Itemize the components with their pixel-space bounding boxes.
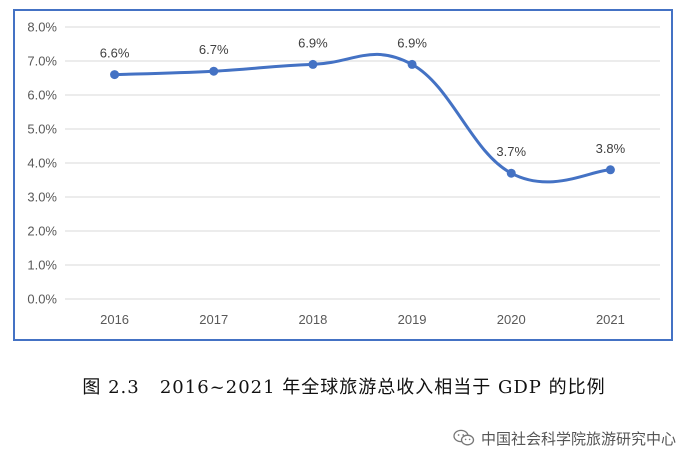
data-label: 6.6% [100,46,130,61]
data-point [110,70,120,80]
wechat-icon [453,429,475,446]
y-tick-label: 6.0% [27,88,57,103]
data-point [407,59,417,69]
data-points [110,59,615,178]
gridlines [65,26,660,300]
x-tick-label: 2019 [398,312,427,327]
data-label: 6.9% [397,35,427,50]
y-tick-label: 3.0% [27,190,57,205]
y-tick-label: 5.0% [27,122,57,137]
x-tick-label: 2020 [497,312,526,327]
watermark: 中国社会科学院旅游研究中心 [453,427,676,449]
data-label: 6.7% [199,42,229,57]
y-tick-label: 4.0% [27,156,57,171]
x-tick-label: 2021 [596,312,625,327]
data-label: 3.7% [496,144,526,159]
x-tick-label: 2017 [199,312,228,327]
data-point [209,66,219,76]
data-label: 3.8% [596,141,626,156]
data-point [308,59,318,69]
y-tick-label: 1.0% [27,258,57,273]
data-labels: 6.6% 6.7% 6.9% 6.9% 3.7% 3.8% [100,35,626,159]
y-tick-label: 7.0% [27,54,57,69]
x-axis-ticks: 2016 2017 2018 2019 2020 2021 [100,312,625,327]
data-label: 6.9% [298,35,328,50]
y-tick-label: 0.0% [27,292,57,307]
figure-caption: 图 2.3 2016~2021 年全球旅游总收入相当于 GDP 的比例 [82,377,606,398]
data-point [605,165,615,175]
x-tick-label: 2018 [298,312,327,327]
y-tick-label: 2.0% [27,224,57,239]
y-axis-ticks: 0.0% 1.0% 2.0% 3.0% 4.0% 5.0% 6.0% 7.0% 8.0% [27,20,57,307]
line-chart: 0.0% 1.0% 2.0% 3.0% 4.0% 5.0% 6.0% 7.0% 8.0% 201… [27,20,660,327]
x-tick-label: 2016 [100,312,129,327]
y-tick-label: 8.0% [27,20,57,35]
watermark-text: 中国社会科学院旅游研究中心 [480,429,676,448]
chart-frame: 0.0% 1.0% 2.0% 3.0% 4.0% 5.0% 6.0% 7.0% 8.0% 201… [13,9,673,341]
data-point [506,168,516,178]
